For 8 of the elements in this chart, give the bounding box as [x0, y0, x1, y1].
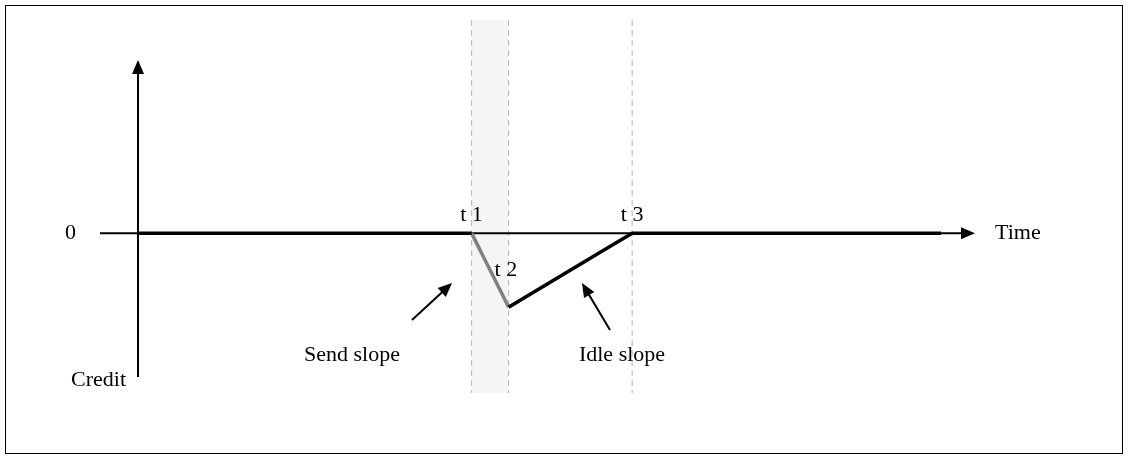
x-tick-label: t 3	[620, 200, 644, 226]
text: 0	[65, 218, 76, 244]
x-tick-label: t 1	[460, 200, 483, 226]
y-axis-title: Credit	[71, 365, 126, 391]
text: Send slope	[304, 340, 400, 366]
x-axis-title: Time	[995, 218, 1041, 244]
text: Idle slope	[578, 340, 666, 366]
x-tick-label: t 2	[494, 255, 518, 281]
